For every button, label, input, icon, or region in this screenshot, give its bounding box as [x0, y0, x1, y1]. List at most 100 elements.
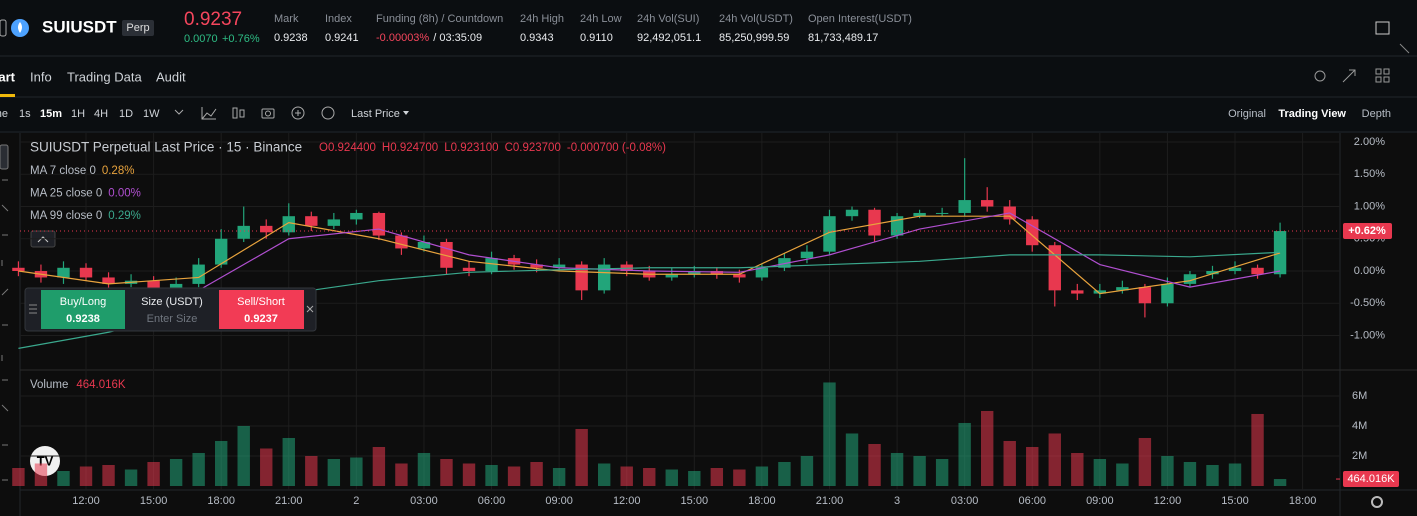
candle-body — [462, 267, 476, 272]
moving-average-line — [198, 212, 1281, 291]
ma-value: 0.29% — [108, 210, 141, 222]
candle-body — [1138, 287, 1152, 304]
candle-body — [710, 271, 724, 275]
candle-body — [575, 264, 588, 291]
last-price-label: +0.62% — [1348, 225, 1386, 237]
buy-button[interactable] — [41, 290, 125, 329]
volume-bar — [823, 382, 836, 486]
view-option[interactable]: Original — [1228, 108, 1266, 120]
interval[interactable]: 4H — [94, 108, 108, 120]
candle-body — [192, 264, 205, 284]
x-tick-label: 18:00 — [1289, 495, 1317, 507]
volume-bar — [530, 461, 543, 486]
candle-body — [733, 274, 746, 278]
sell-price: 0.9237 — [244, 313, 278, 325]
panel-close[interactable] — [306, 305, 314, 313]
candle-body — [980, 200, 994, 207]
volume-bar — [102, 464, 115, 486]
expand-icon[interactable] — [1342, 69, 1356, 83]
volume-bar — [417, 452, 431, 486]
volume-bar — [1206, 464, 1219, 486]
tab[interactable]: Chart — [0, 69, 16, 84]
candle-body — [169, 283, 183, 291]
last-volume-tag — [1343, 471, 1399, 488]
interval[interactable]: 1D — [119, 108, 133, 120]
x-tick-label: 12:00 — [72, 495, 100, 507]
tab[interactable]: Info — [30, 69, 52, 84]
candle-body — [800, 251, 814, 259]
interval[interactable]: Time — [0, 108, 8, 120]
interval[interactable]: 1H — [71, 108, 85, 120]
size-input[interactable] — [125, 290, 219, 329]
candle-body — [1093, 290, 1107, 294]
toolbar-icons[interactable] — [174, 106, 335, 120]
ohlc-value: C0.923700 — [505, 142, 561, 154]
x-tick-label: 15:00 — [681, 495, 709, 507]
stat-value: -0.00003% — [376, 32, 429, 44]
sell-button[interactable] — [219, 290, 304, 329]
view-option[interactable]: Depth — [1362, 108, 1391, 120]
volume-tick-label: 2M — [1352, 450, 1367, 462]
candle-body — [1048, 245, 1061, 291]
volume-bar — [733, 469, 746, 486]
x-tick-label: 2 — [353, 495, 359, 507]
candle-body — [755, 267, 769, 278]
ohlc-value: H0.924700 — [382, 142, 438, 154]
x-tick-label: 15:00 — [1221, 495, 1249, 507]
ma-name: MA 25 close 0 — [30, 188, 102, 200]
ma-name: MA 99 close 0 — [30, 210, 102, 222]
stat-value: 81,733,489.17 — [808, 32, 878, 44]
interval[interactable]: 1W — [143, 108, 160, 120]
candle-body — [79, 267, 93, 278]
volume-bar — [1183, 461, 1197, 486]
last-price-tag — [1343, 223, 1392, 240]
x-tick-label: 15:00 — [140, 495, 168, 507]
stat-label: Index — [325, 13, 352, 25]
tab[interactable]: Trading Data — [67, 69, 142, 84]
volume-bar — [57, 470, 70, 486]
ohlc-legend: O0.924400 H0.924700 L0.923100 C0.923700 -0.0… — [319, 142, 666, 154]
interval[interactable]: 15m — [40, 108, 62, 120]
stat-value: 92,492,051.1 — [637, 32, 701, 44]
x-tick-label: 3 — [894, 495, 900, 507]
x-tick-label: 18:00 — [207, 495, 235, 507]
candle-body — [260, 225, 273, 233]
candle-body — [823, 216, 836, 252]
interval[interactable]: 1s — [19, 108, 31, 120]
volume-bar — [327, 458, 341, 486]
candle-body — [665, 274, 678, 278]
view-option[interactable]: Trading View — [1278, 108, 1346, 120]
active-tab-underline — [0, 94, 15, 97]
ma-value: 0.28% — [102, 165, 135, 177]
change-pct: +0.76% — [222, 33, 260, 45]
symbol: SUIUSDT — [42, 17, 117, 36]
volume-bar — [665, 469, 678, 486]
menu-icon[interactable] — [0, 19, 7, 37]
candle-body — [350, 212, 363, 220]
volume-bar — [552, 467, 566, 486]
candle-body — [372, 212, 386, 236]
window-icon[interactable] — [1375, 21, 1390, 35]
price-type[interactable]: Last Price — [351, 108, 400, 120]
x-tick-label: 09:00 — [545, 495, 573, 507]
alert-icon[interactable] — [1314, 70, 1326, 82]
layout-icon[interactable] — [1375, 68, 1390, 83]
volume-bar — [958, 422, 971, 486]
volume-bar — [778, 461, 791, 486]
change: 0.0070 — [184, 33, 218, 45]
volume-bar — [575, 428, 588, 486]
candle-body — [102, 277, 115, 284]
stat-value: 0.9241 — [325, 32, 359, 44]
candle-body — [845, 209, 859, 217]
y-tick-label: -0.50% — [1350, 297, 1385, 309]
candle-body — [237, 225, 250, 239]
tab[interactable]: Audit — [156, 69, 186, 84]
settings-gear[interactable] — [1371, 496, 1383, 508]
stat-label: 24h Low — [580, 13, 622, 25]
dropdown-caret — [403, 111, 409, 115]
candle-body — [440, 241, 453, 268]
x-tick-label: 21:00 — [275, 495, 303, 507]
ma-name: MA 7 close 0 — [30, 165, 96, 177]
volume-bar — [1228, 463, 1242, 486]
